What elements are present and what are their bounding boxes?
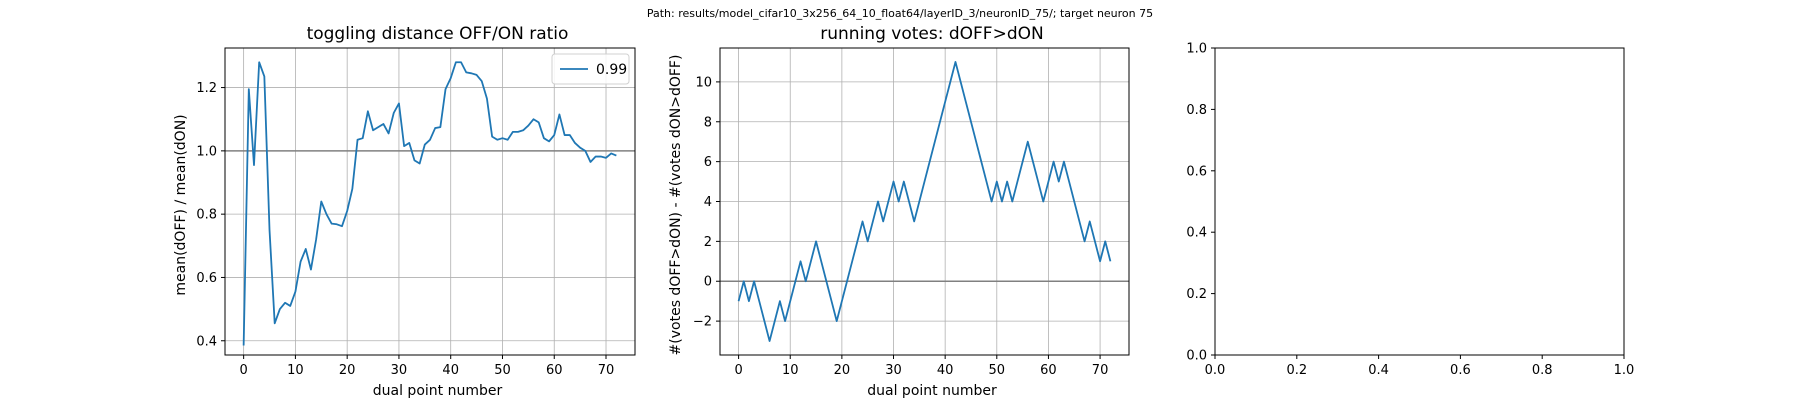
ratio-chart-xtick-label: 10 xyxy=(287,363,304,378)
ratio-chart-xtick-label: 30 xyxy=(391,363,408,378)
ratio-chart-frame xyxy=(224,47,636,356)
empty-chart-ytick-label: 1.0 xyxy=(1186,42,1207,57)
votes-chart-xlabel: dual point number xyxy=(867,383,997,399)
empty-chart-frame xyxy=(1214,47,1625,356)
ratio-chart-title: toggling distance OFF/ON ratio xyxy=(307,24,569,44)
empty-chart-ytick-label: 0.4 xyxy=(1186,226,1207,241)
ratio-chart-xtick-label: 60 xyxy=(546,363,563,378)
empty-chart-xtick-label: 0.8 xyxy=(1532,363,1553,378)
empty-chart-ytick-label: 0.0 xyxy=(1186,349,1207,364)
votes-chart-ytick-label: −2 xyxy=(693,315,712,330)
votes-chart-title: running votes: dOFF>dON xyxy=(820,24,1043,44)
ratio-chart-ytick-label: 0.6 xyxy=(196,271,217,286)
empty-chart-ytick-label: 0.8 xyxy=(1186,103,1207,118)
figure-suptitle: Path: results/model_cifar10_3x256_64_10_… xyxy=(647,7,1153,20)
votes-chart-ylabel: #(votes dOFF>dON) - #(votes dON>dOFF) xyxy=(668,55,684,356)
ratio-chart-series-line xyxy=(242,61,617,346)
empty-chart-xtick-label: 1.0 xyxy=(1614,363,1635,378)
ratio-chart-xtick-label: 20 xyxy=(339,363,356,378)
ratio-chart-xtick-label: 70 xyxy=(598,363,615,378)
votes-chart-xtick-label: 10 xyxy=(782,363,799,378)
votes-chart-xtick-label: 50 xyxy=(989,363,1006,378)
ratio-chart-legend-box xyxy=(551,53,630,85)
empty-chart-xtick-label: 0.4 xyxy=(1368,363,1389,378)
empty-chart-xtick-label: 0.2 xyxy=(1286,363,1307,378)
votes-chart-ytick-label: 10 xyxy=(695,75,712,90)
empty-chart-ytick-label: 0.2 xyxy=(1186,287,1207,302)
ratio-chart: toggling distance OFF/ON ratio dual poin… xyxy=(173,24,636,399)
empty-chart-ytick-label: 0.6 xyxy=(1186,164,1207,179)
votes-chart-xtick-label: 70 xyxy=(1092,363,1109,378)
empty-chart-xtick-label: 0.0 xyxy=(1205,363,1226,378)
ratio-chart-xtick-label: 0 xyxy=(239,363,247,378)
ratio-chart-ytick-label: 1.2 xyxy=(196,81,217,96)
votes-chart-xtick-label: 20 xyxy=(834,363,851,378)
ratio-chart-xtick-label: 50 xyxy=(494,363,511,378)
votes-chart-ytick-label: 8 xyxy=(704,115,712,130)
votes-chart-ytick-label: 4 xyxy=(704,195,712,210)
votes-chart-ytick-label: 6 xyxy=(704,155,712,170)
votes-chart-series-line xyxy=(737,61,1112,342)
ratio-chart-legend: 0.99 xyxy=(551,53,630,85)
ratio-chart-ytick-label: 0.4 xyxy=(196,334,217,349)
votes-chart: running votes: dOFF>dON dual point numbe… xyxy=(668,24,1130,399)
ratio-chart-ytick-label: 0.8 xyxy=(196,208,217,223)
empty-chart-xtick-label: 0.6 xyxy=(1450,363,1471,378)
votes-chart-xtick-label: 0 xyxy=(734,363,742,378)
votes-chart-xtick-label: 40 xyxy=(937,363,954,378)
empty-chart: 0.0 0.2 0.4 0.6 0.8 1.0 0.0 0.2 0.4 0.6 0.8 1.0 xyxy=(1186,42,1634,379)
ratio-chart-ylabel: mean(dOFF) / mean(dON) xyxy=(173,114,189,295)
votes-chart-xtick-label: 60 xyxy=(1040,363,1057,378)
votes-chart-ytick-label: 0 xyxy=(704,275,712,290)
ratio-chart-legend-label: 0.99 xyxy=(596,62,627,78)
votes-chart-ytick-label: 2 xyxy=(704,235,712,250)
votes-chart-xtick-label: 30 xyxy=(885,363,902,378)
ratio-chart-xtick-label: 40 xyxy=(442,363,459,378)
ratio-chart-xlabel: dual point number xyxy=(373,383,503,399)
ratio-chart-ytick-label: 1.0 xyxy=(196,144,217,159)
